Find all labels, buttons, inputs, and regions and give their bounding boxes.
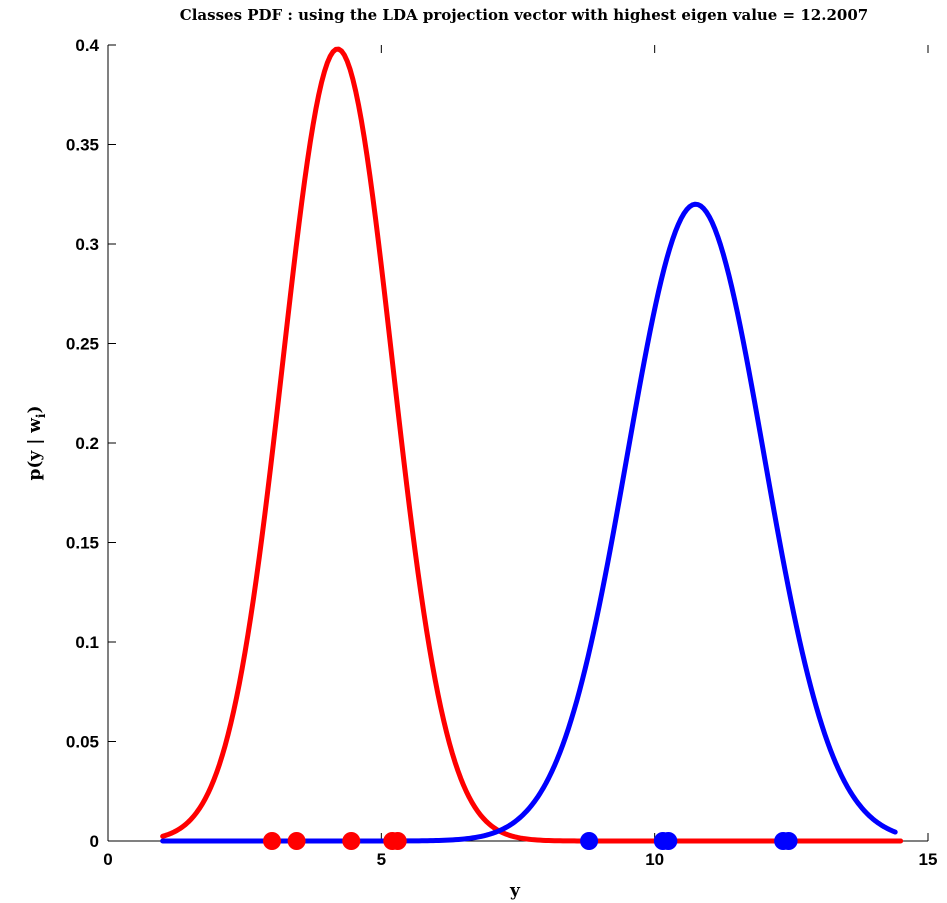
- series-layer: [160, 46, 904, 850]
- x-axis-label: y: [509, 881, 521, 901]
- y-axis-label-subscript: i: [34, 413, 48, 418]
- y-axis-label-main: p(y | w: [25, 418, 45, 481]
- sample-point-series-2: [779, 832, 798, 850]
- x-ticks: 0 5 10 15: [103, 45, 937, 869]
- pdf-curve-series-2: [160, 201, 898, 844]
- sample-point-series-1: [388, 832, 407, 850]
- sample-point-series-2: [659, 832, 678, 850]
- y-tick-label: 0.4: [75, 36, 99, 55]
- y-tick-label: 0.3: [75, 235, 99, 254]
- y-tick-label: 0.05: [66, 733, 99, 752]
- sample-point-series-1: [287, 832, 306, 850]
- chart-title: Classes PDF : using the LDA projection v…: [180, 6, 868, 24]
- y-ticks: 0 0.05 0.1 0.15 0.2 0.25 0.3 0.35 0.4: [66, 36, 116, 851]
- x-tick-label: 0: [103, 850, 112, 869]
- x-tick-label: 5: [377, 850, 386, 869]
- y-axis-label: p(y | wi): [25, 405, 48, 480]
- y-tick-label: 0.1: [75, 633, 99, 652]
- y-axis-label-close: ): [25, 405, 45, 413]
- y-tick-label: 0.2: [75, 434, 99, 453]
- y-tick-label: 0.35: [66, 136, 99, 155]
- sample-point-series-2: [580, 832, 599, 850]
- pdf-curve-series-1: [160, 46, 904, 844]
- y-tick-label: 0: [90, 832, 99, 851]
- x-tick-label: 10: [645, 850, 664, 869]
- sample-point-series-1: [342, 832, 361, 850]
- sample-point-series-1: [263, 832, 281, 850]
- x-tick-label: 15: [919, 850, 938, 869]
- y-tick-label: 0.25: [66, 335, 99, 354]
- y-tick-label: 0.15: [66, 534, 99, 553]
